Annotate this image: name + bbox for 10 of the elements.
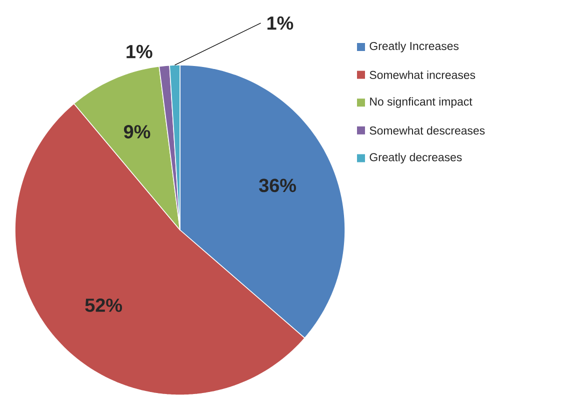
- legend-label: No signficant impact: [370, 97, 472, 108]
- legend-label: Greatly decreases: [370, 152, 462, 164]
- legend-label: Somewhat descreases: [370, 126, 485, 135]
- data-label: 9%: [124, 125, 150, 138]
- data-label: 36%: [259, 178, 296, 192]
- data-label: 1%: [126, 44, 152, 58]
- legend-label: Somewhat increases: [370, 70, 476, 80]
- legend-label: Greatly Increases: [370, 42, 459, 52]
- data-label: 1%: [267, 16, 294, 30]
- data-label: 52%: [85, 298, 122, 312]
